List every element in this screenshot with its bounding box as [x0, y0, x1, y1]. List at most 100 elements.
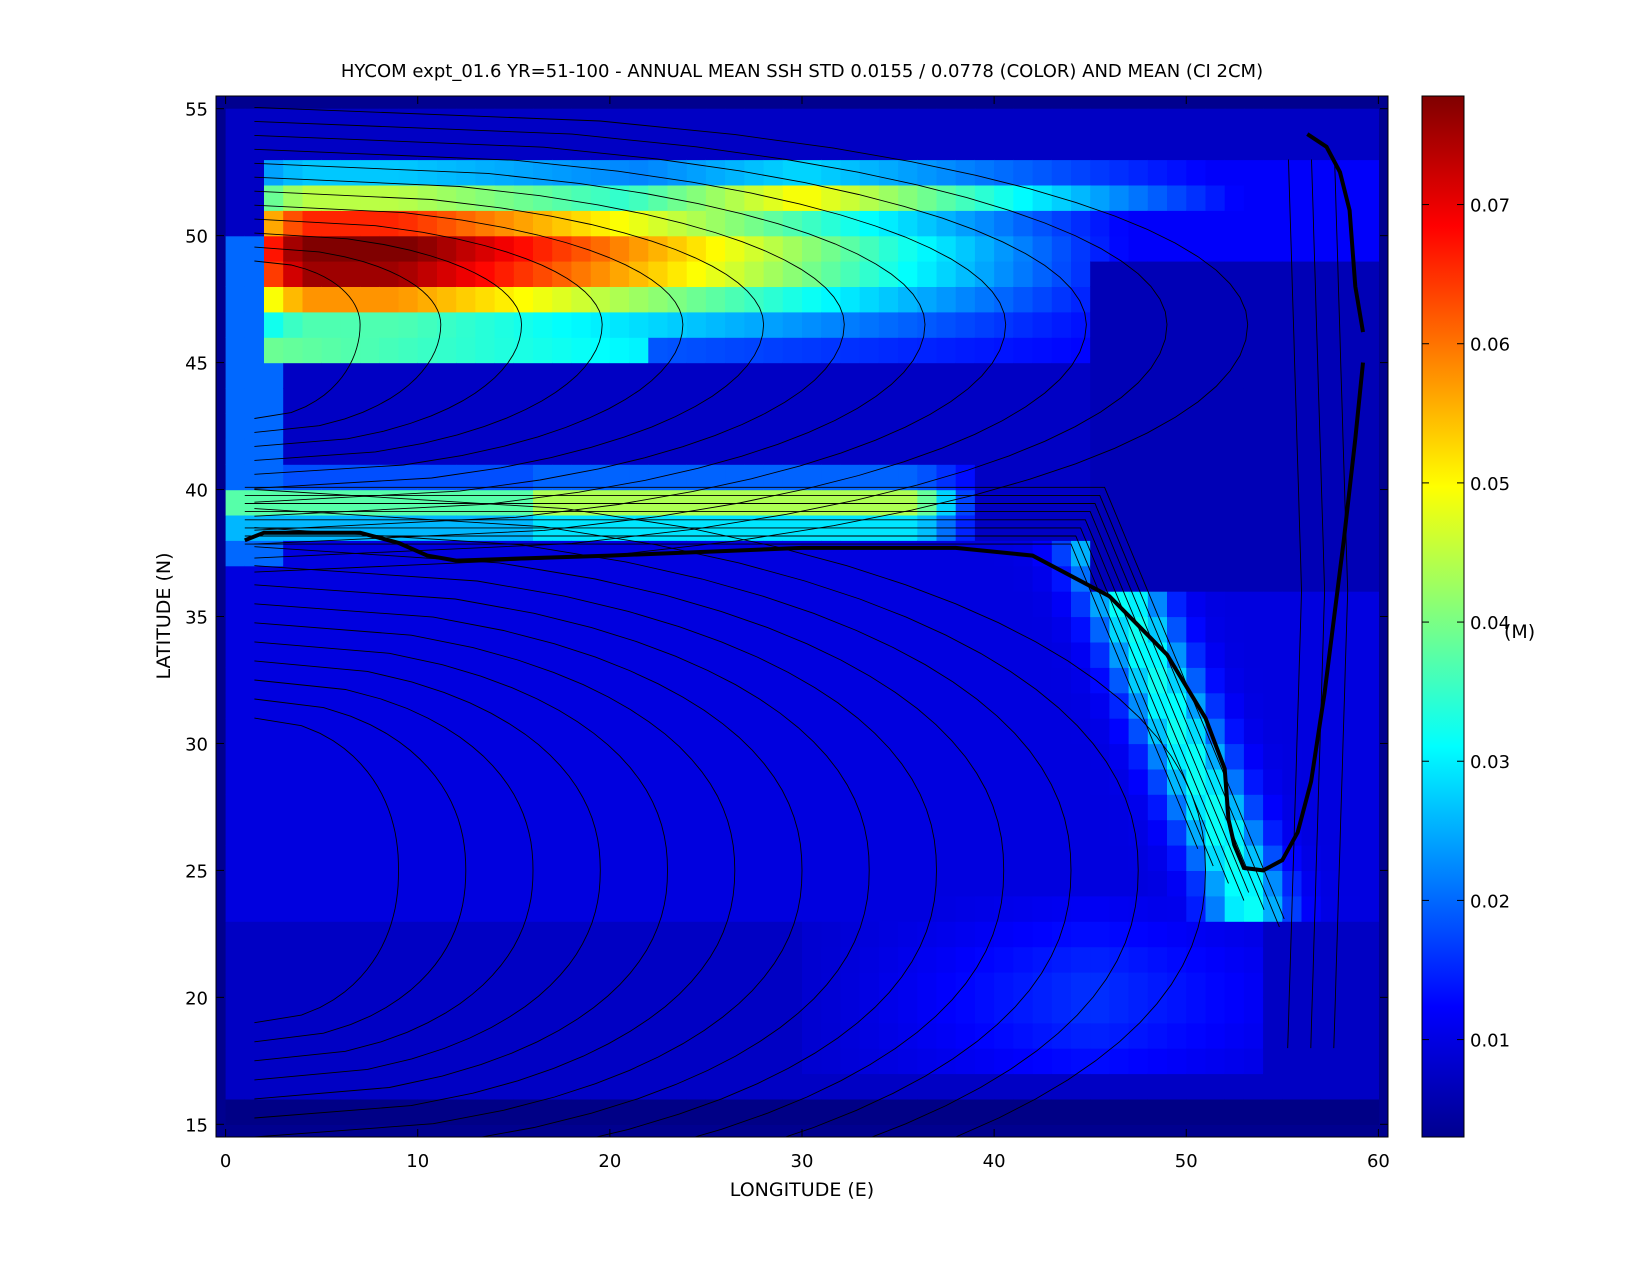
heatmap-cell: [667, 1098, 688, 1125]
heatmap-cell: [417, 235, 438, 262]
heatmap-cell: [360, 667, 380, 694]
heatmap-cell: [494, 972, 515, 998]
heatmap-cell: [878, 972, 899, 998]
heatmap-cell: [686, 261, 707, 287]
heatmap-cell: [475, 641, 496, 668]
heatmap-cell: [533, 946, 553, 973]
heatmap-cell: [264, 489, 284, 516]
heatmap-cell: [725, 413, 745, 440]
heatmap-cell: [360, 768, 380, 795]
heatmap-cell: [648, 921, 669, 948]
heatmap-cell: [456, 768, 476, 795]
heatmap-cell: [936, 1048, 957, 1075]
heatmap-cell: [1320, 514, 1341, 541]
heatmap-cell: [648, 768, 669, 795]
heatmap-cell: [1032, 413, 1053, 440]
heatmap-cell: [533, 464, 553, 491]
heatmap-cell: [898, 921, 918, 948]
heatmap-cell: [1359, 159, 1379, 186]
heatmap-cell: [974, 337, 995, 364]
heatmap-cell: [629, 616, 649, 643]
heatmap-cell: [513, 261, 534, 287]
heatmap-cell: [1147, 261, 1168, 287]
heatmap-cell: [994, 413, 1014, 440]
heatmap-cell: [1359, 794, 1379, 821]
colorbar-tick-label: 0.07: [1470, 196, 1510, 217]
heatmap-cell: [1282, 1048, 1303, 1075]
heatmap-cell: [1243, 565, 1264, 592]
contour-line: [254, 218, 603, 461]
heatmap-cell: [340, 794, 361, 821]
heatmap-cell: [283, 159, 303, 186]
heatmap-cell: [552, 997, 572, 1024]
heatmap-cell: [917, 845, 938, 871]
heatmap-cell: [1359, 692, 1379, 719]
heatmap-cell: [1263, 743, 1283, 770]
heatmap-cell: [1147, 921, 1168, 948]
heatmap-cell: [379, 540, 400, 567]
heatmap-cell: [340, 1022, 361, 1049]
heatmap-cell: [340, 870, 361, 897]
heatmap-cell: [1013, 159, 1034, 186]
heatmap-cell: [1320, 464, 1341, 491]
heatmap-cell: [686, 286, 707, 313]
heatmap-cell: [782, 895, 803, 922]
heatmap-cell: [686, 997, 707, 1024]
heatmap-cell: [571, 464, 592, 491]
heatmap-cell: [1340, 718, 1360, 745]
heatmap-cell: [283, 1048, 303, 1075]
heatmap-cell: [1282, 388, 1303, 414]
heatmap-cell: [1301, 108, 1322, 135]
heatmap-cell: [1263, 514, 1283, 541]
heatmap-cell: [744, 311, 765, 338]
heatmap-cell: [571, 311, 592, 338]
heatmap-cell: [283, 413, 303, 440]
heatmap-cell: [1224, 514, 1245, 541]
heatmap-cell: [1051, 946, 1072, 973]
heatmap-cell: [264, 134, 284, 161]
heatmap-cell: [1205, 718, 1226, 745]
heatmap-cell: [782, 972, 803, 998]
heatmap-cell: [571, 1073, 592, 1100]
heatmap-cell: [955, 438, 976, 465]
heatmap-cell: [802, 1048, 822, 1075]
heatmap-cell: [936, 667, 957, 694]
heatmap-cell: [725, 1048, 745, 1075]
heatmap-cell: [629, 210, 649, 237]
heatmap-cell: [955, 565, 976, 592]
heatmap-cell: [1071, 235, 1091, 262]
heatmap-cell: [1186, 362, 1207, 389]
heatmap-cell: [1128, 362, 1149, 389]
heatmap-cell: [264, 184, 284, 211]
heatmap-cell: [283, 286, 303, 313]
heatmap-cell: [609, 921, 630, 948]
heatmap-cell: [1167, 845, 1187, 871]
heatmap-cell: [283, 134, 303, 161]
colorbar-gradient: [1422, 96, 1464, 1137]
heatmap-cell: [1205, 159, 1226, 186]
heatmap-cell: [1205, 895, 1226, 922]
heatmap-cell: [763, 413, 784, 440]
heatmap-cell: [1032, 616, 1053, 643]
heatmap-cell: [782, 997, 803, 1024]
heatmap-cell: [1167, 362, 1187, 389]
heatmap-cell: [1167, 870, 1187, 897]
heatmap-cell: [974, 1073, 995, 1100]
heatmap-cell: [1224, 1073, 1245, 1100]
heatmap-cell: [1109, 464, 1130, 491]
heatmap-cell: [1128, 895, 1149, 922]
heatmap-cell: [494, 489, 515, 516]
heatmap-cell: [590, 667, 611, 694]
heatmap-cell: [1263, 1098, 1283, 1125]
heatmap-cell: [398, 845, 419, 871]
heatmap-cell: [667, 311, 688, 338]
heatmap-cell: [552, 768, 572, 795]
heatmap-cell: [244, 311, 265, 338]
heatmap-cell: [763, 235, 784, 262]
colorbar-ticks: 0.010.020.030.040.050.060.07: [1422, 196, 1510, 1052]
heatmap-cell: [475, 997, 496, 1024]
heatmap-cell: [1282, 997, 1303, 1024]
heatmap-cell: [571, 1022, 592, 1049]
heatmap-cell: [513, 159, 534, 186]
heatmap-cell: [1109, 1022, 1130, 1049]
